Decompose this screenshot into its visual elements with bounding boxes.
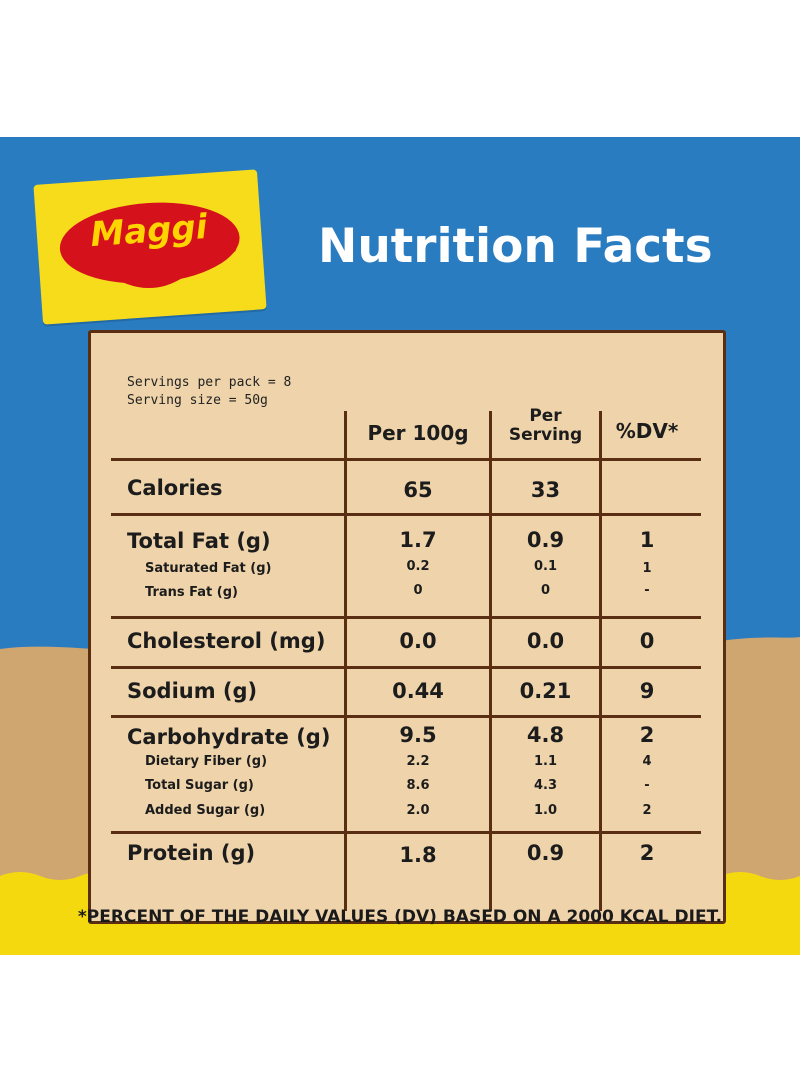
- value-per100: 0.44: [392, 679, 444, 703]
- row-divider: [111, 513, 701, 516]
- header-per-serving-line2: Serving: [508, 425, 583, 445]
- value-serving: 0.21: [519, 679, 572, 703]
- value-per100: 2.2: [406, 754, 430, 769]
- value-serving: 33: [530, 478, 561, 502]
- value-dv: 0: [639, 629, 655, 653]
- row-label-sodium: Sodium (g): [127, 679, 258, 703]
- value-serving: 0.9: [526, 841, 565, 865]
- value-per100: 1.8: [399, 843, 437, 867]
- value-per100: 9.5: [399, 723, 437, 747]
- column-divider: [344, 411, 347, 911]
- value-per100: 0.2: [406, 559, 430, 574]
- servings-per-pack: Servings per pack = 8: [127, 375, 292, 390]
- row-label-calories: Calories: [127, 476, 223, 500]
- value-serving: 0: [540, 583, 551, 598]
- row-label-protein: Protein (g): [127, 841, 256, 865]
- value-serving: 0.0: [526, 629, 565, 653]
- serving-size: Serving size = 50g: [127, 393, 268, 408]
- value-dv: 2: [639, 841, 655, 865]
- value-dv: 2: [639, 723, 655, 747]
- value-serving: 0.1: [533, 559, 558, 574]
- header-per-100g: Per 100g: [367, 421, 469, 445]
- value-dv: -: [644, 778, 650, 793]
- row-label-carbohydrate: Carbohydrate (g): [127, 725, 331, 749]
- value-dv: 1: [642, 561, 652, 576]
- value-dv: 2: [642, 803, 652, 818]
- logo-oval-icon: [59, 202, 240, 289]
- row-label-added-sugar: Added Sugar (g): [145, 803, 266, 818]
- value-per100: 0.0: [399, 629, 437, 653]
- row-label-total-sugar: Total Sugar (g): [145, 778, 254, 793]
- row-divider: [111, 715, 701, 718]
- page-title: Nutrition Facts: [318, 219, 713, 274]
- registered-mark: ®: [228, 244, 238, 256]
- row-label-saturated-fat: Saturated Fat (g): [145, 561, 272, 576]
- value-per100: 0: [413, 583, 423, 598]
- value-per100: 8.6: [406, 778, 430, 793]
- column-divider: [599, 411, 602, 911]
- value-serving: 1.1: [533, 754, 558, 769]
- value-dv: 9: [639, 679, 655, 703]
- row-divider: [111, 616, 701, 619]
- header-per-serving-line1: Per: [529, 406, 562, 426]
- row-divider: [111, 666, 701, 669]
- header-dv: %DV*: [615, 419, 679, 443]
- value-per100: 1.7: [399, 528, 437, 552]
- value-per100: 65: [403, 478, 433, 502]
- value-serving: 4.3: [533, 778, 558, 793]
- nutrition-table: Servings per pack = 8 Serving size = 50g…: [88, 330, 726, 924]
- row-label-total-fat: Total Fat (g): [127, 529, 271, 553]
- value-dv: 1: [639, 528, 655, 552]
- value-per100: 2.0: [406, 803, 430, 818]
- row-divider: [111, 458, 701, 461]
- value-dv: -: [644, 583, 650, 598]
- nutrition-poster: Maggi ® Nutrition Facts Servings per pac…: [0, 137, 800, 955]
- column-divider: [489, 411, 492, 911]
- row-label-trans-fat: Trans Fat (g): [145, 585, 238, 600]
- value-serving: 4.8: [526, 723, 565, 747]
- value-dv: 4: [642, 754, 652, 769]
- value-serving: 0.9: [526, 528, 565, 552]
- daily-value-footnote: *PERCENT OF THE DAILY VALUES (DV) BASED …: [77, 907, 723, 927]
- row-divider: [111, 831, 701, 834]
- value-serving: 1.0: [533, 803, 558, 818]
- maggi-logo: Maggi ®: [33, 169, 267, 325]
- row-label-cholesterol: Cholesterol (mg): [127, 629, 326, 653]
- row-label-dietary-fiber: Dietary Fiber (g): [145, 754, 268, 769]
